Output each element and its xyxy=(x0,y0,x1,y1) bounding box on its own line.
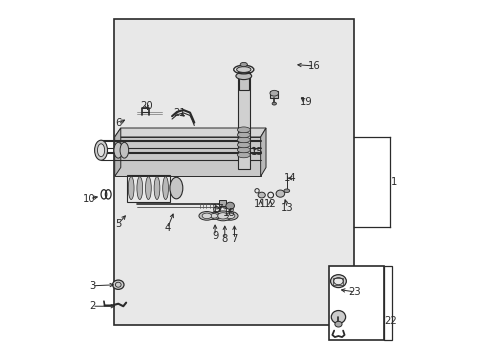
Ellipse shape xyxy=(222,212,238,220)
Text: 19: 19 xyxy=(299,97,312,107)
Ellipse shape xyxy=(333,278,343,285)
Bar xyxy=(219,201,225,206)
Text: 2: 2 xyxy=(89,301,95,311)
Text: 3: 3 xyxy=(89,281,95,291)
Text: 17: 17 xyxy=(212,204,224,215)
Ellipse shape xyxy=(210,213,218,218)
Ellipse shape xyxy=(163,177,168,199)
Ellipse shape xyxy=(258,192,265,198)
Ellipse shape xyxy=(94,140,107,160)
Ellipse shape xyxy=(225,213,234,219)
Ellipse shape xyxy=(269,90,278,96)
Text: 1: 1 xyxy=(390,177,397,187)
Ellipse shape xyxy=(154,177,160,199)
Ellipse shape xyxy=(237,147,250,153)
Text: 8: 8 xyxy=(221,234,227,244)
Ellipse shape xyxy=(330,275,346,288)
Ellipse shape xyxy=(137,177,142,199)
Text: 13: 13 xyxy=(281,203,293,213)
Ellipse shape xyxy=(235,72,251,80)
Bar xyxy=(384,266,391,339)
Text: 10: 10 xyxy=(83,194,96,204)
Polygon shape xyxy=(115,128,121,176)
Ellipse shape xyxy=(237,132,250,138)
Ellipse shape xyxy=(240,62,247,67)
Text: 9: 9 xyxy=(211,231,218,240)
Bar xyxy=(328,266,384,339)
Ellipse shape xyxy=(217,213,228,219)
Bar xyxy=(333,278,343,285)
Bar xyxy=(238,76,248,90)
Text: 23: 23 xyxy=(348,287,361,297)
Bar xyxy=(126,175,169,202)
Bar xyxy=(270,91,278,98)
Text: 5: 5 xyxy=(115,219,121,229)
Ellipse shape xyxy=(276,190,284,197)
Text: 16: 16 xyxy=(307,61,320,71)
Ellipse shape xyxy=(169,177,183,199)
Ellipse shape xyxy=(112,280,124,289)
Ellipse shape xyxy=(237,137,250,143)
Ellipse shape xyxy=(120,142,128,158)
Ellipse shape xyxy=(202,213,211,219)
Ellipse shape xyxy=(236,67,250,72)
Text: 6: 6 xyxy=(115,118,121,128)
Ellipse shape xyxy=(128,177,134,199)
Text: 12: 12 xyxy=(264,199,276,210)
Ellipse shape xyxy=(199,212,214,220)
Ellipse shape xyxy=(237,142,250,148)
Ellipse shape xyxy=(207,212,220,219)
Ellipse shape xyxy=(97,144,104,157)
Polygon shape xyxy=(260,128,265,176)
Text: 7: 7 xyxy=(231,234,237,244)
Ellipse shape xyxy=(114,142,122,158)
Bar xyxy=(238,72,249,169)
Ellipse shape xyxy=(225,202,234,210)
Text: 18: 18 xyxy=(223,208,235,218)
Text: 20: 20 xyxy=(141,102,153,112)
Ellipse shape xyxy=(237,152,250,158)
Ellipse shape xyxy=(330,311,345,323)
Ellipse shape xyxy=(334,321,341,327)
Text: 21: 21 xyxy=(172,108,185,118)
Bar xyxy=(113,19,353,325)
Polygon shape xyxy=(115,128,265,137)
Ellipse shape xyxy=(271,102,276,105)
Ellipse shape xyxy=(145,177,151,199)
Text: 15: 15 xyxy=(250,147,263,157)
Ellipse shape xyxy=(284,189,289,193)
Text: 22: 22 xyxy=(384,316,396,325)
Ellipse shape xyxy=(214,211,231,221)
Text: 14: 14 xyxy=(284,173,296,183)
Polygon shape xyxy=(115,137,260,176)
Text: 4: 4 xyxy=(164,224,170,233)
Text: 11: 11 xyxy=(254,199,266,210)
Ellipse shape xyxy=(237,127,250,133)
